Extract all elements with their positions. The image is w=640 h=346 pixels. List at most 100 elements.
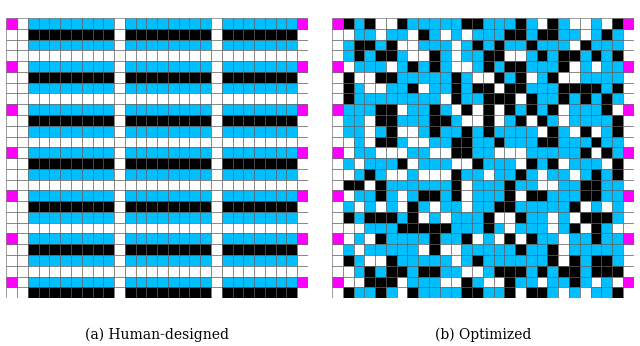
- Bar: [93, 234, 103, 244]
- Bar: [179, 104, 189, 115]
- Bar: [114, 212, 125, 223]
- Bar: [179, 29, 189, 39]
- Bar: [375, 190, 386, 201]
- Bar: [297, 93, 308, 104]
- Bar: [386, 83, 397, 93]
- Bar: [504, 61, 515, 72]
- Bar: [60, 115, 71, 126]
- Bar: [526, 190, 537, 201]
- Bar: [612, 169, 623, 180]
- Bar: [38, 39, 49, 51]
- Bar: [364, 287, 375, 298]
- Bar: [276, 39, 287, 51]
- Bar: [265, 83, 276, 93]
- Bar: [82, 147, 93, 158]
- Bar: [418, 83, 429, 93]
- Bar: [71, 255, 82, 266]
- Bar: [211, 115, 222, 126]
- Bar: [408, 51, 418, 61]
- Bar: [189, 201, 200, 212]
- Bar: [332, 72, 343, 83]
- Bar: [558, 126, 569, 137]
- Bar: [375, 287, 386, 298]
- Bar: [558, 255, 569, 266]
- Bar: [364, 51, 375, 61]
- Bar: [375, 61, 386, 72]
- Bar: [537, 93, 547, 104]
- Bar: [276, 201, 287, 212]
- Bar: [243, 276, 254, 287]
- Bar: [580, 115, 591, 126]
- Bar: [332, 244, 343, 255]
- Bar: [602, 61, 612, 72]
- Bar: [6, 212, 17, 223]
- Bar: [276, 169, 287, 180]
- Bar: [71, 234, 82, 244]
- Bar: [591, 244, 602, 255]
- Bar: [472, 72, 483, 83]
- Bar: [354, 83, 364, 93]
- Bar: [38, 180, 49, 190]
- Bar: [547, 72, 558, 83]
- Bar: [211, 212, 222, 223]
- Bar: [386, 115, 397, 126]
- Bar: [28, 212, 38, 223]
- Bar: [136, 276, 147, 287]
- Bar: [451, 29, 461, 39]
- Bar: [232, 234, 243, 244]
- Bar: [232, 39, 243, 51]
- Bar: [623, 29, 634, 39]
- Bar: [38, 126, 49, 137]
- Bar: [504, 18, 515, 29]
- Bar: [547, 61, 558, 72]
- Bar: [580, 212, 591, 223]
- Bar: [397, 287, 408, 298]
- Bar: [483, 276, 493, 287]
- Bar: [558, 18, 569, 29]
- Bar: [297, 39, 308, 51]
- Bar: [526, 287, 537, 298]
- Bar: [136, 72, 147, 83]
- Bar: [537, 83, 547, 93]
- Bar: [547, 276, 558, 287]
- Bar: [265, 115, 276, 126]
- Bar: [504, 83, 515, 93]
- Bar: [493, 147, 504, 158]
- Bar: [332, 115, 343, 126]
- Bar: [623, 83, 634, 93]
- Bar: [93, 51, 103, 61]
- Bar: [591, 83, 602, 93]
- Bar: [451, 276, 461, 287]
- Bar: [343, 266, 354, 276]
- Bar: [623, 276, 634, 287]
- Bar: [211, 93, 222, 104]
- Bar: [287, 147, 297, 158]
- Bar: [125, 287, 136, 298]
- Bar: [147, 223, 157, 234]
- Bar: [297, 234, 308, 244]
- Bar: [82, 18, 93, 29]
- Bar: [354, 61, 364, 72]
- Bar: [526, 115, 537, 126]
- Bar: [483, 83, 493, 93]
- Bar: [168, 276, 179, 287]
- Bar: [408, 266, 418, 276]
- Bar: [114, 72, 125, 83]
- Bar: [17, 190, 28, 201]
- Bar: [612, 104, 623, 115]
- Bar: [179, 287, 189, 298]
- Bar: [254, 276, 265, 287]
- Bar: [547, 190, 558, 201]
- Bar: [547, 169, 558, 180]
- Bar: [297, 169, 308, 180]
- Bar: [232, 115, 243, 126]
- Bar: [591, 201, 602, 212]
- Bar: [179, 18, 189, 29]
- Bar: [125, 212, 136, 223]
- Bar: [418, 158, 429, 169]
- Bar: [136, 190, 147, 201]
- Bar: [461, 115, 472, 126]
- Bar: [168, 212, 179, 223]
- Bar: [547, 180, 558, 190]
- Bar: [537, 255, 547, 266]
